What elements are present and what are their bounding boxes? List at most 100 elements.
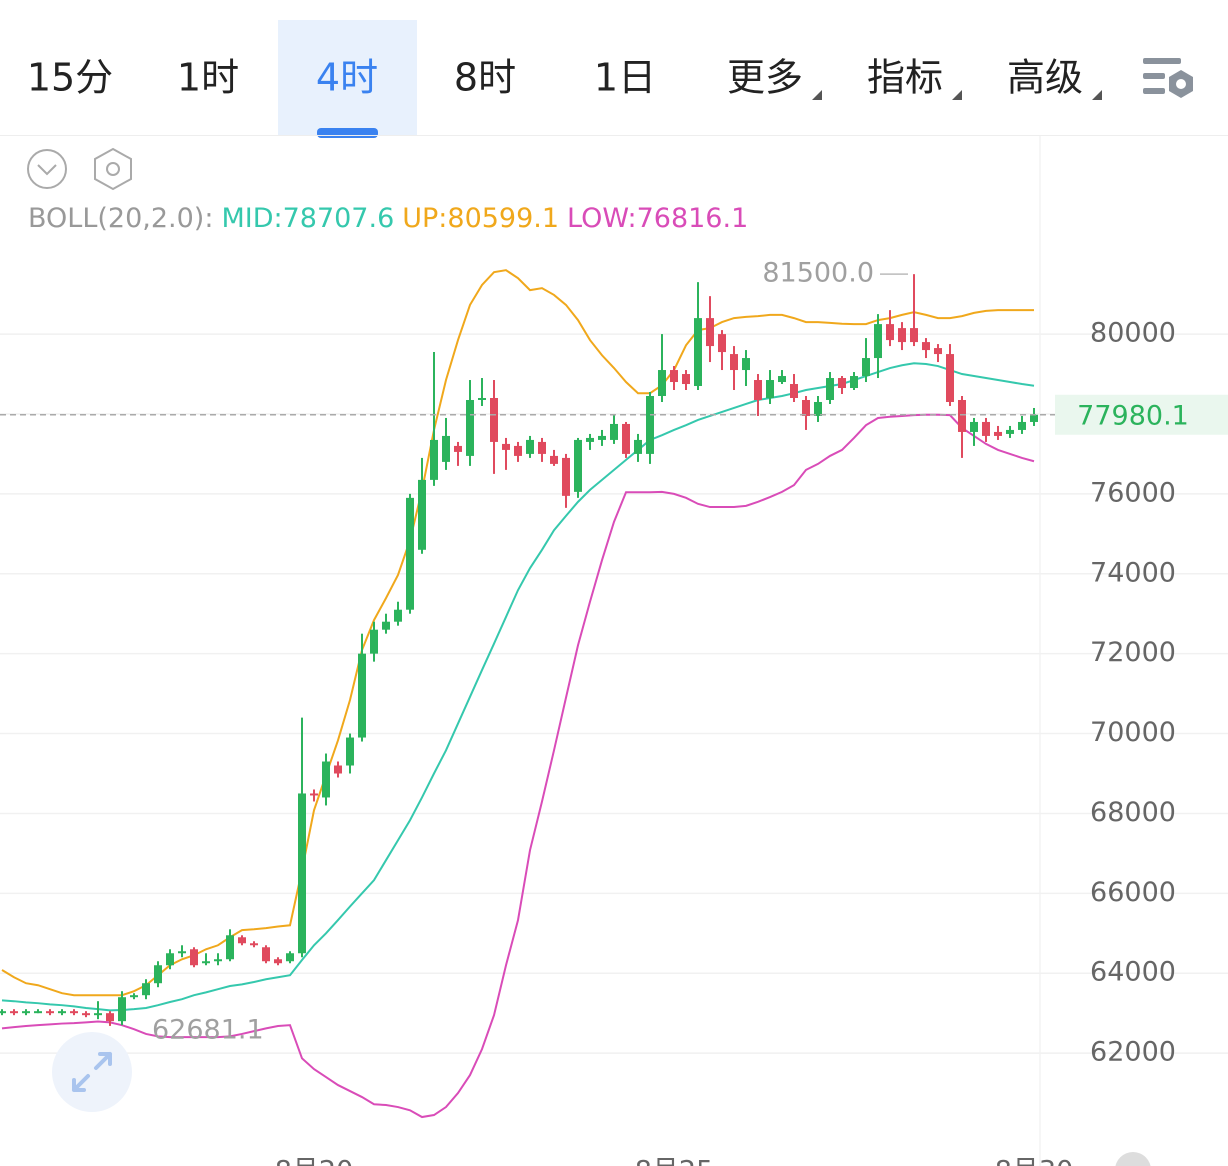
tab[interactable]: 8时 — [454, 56, 516, 100]
legend-value: 80599.1 — [447, 203, 559, 234]
candle-body — [430, 439, 438, 480]
candle-body — [562, 457, 570, 496]
legend-value: 76816.1 — [637, 203, 749, 234]
indicator-settings-icon[interactable] — [94, 147, 132, 191]
candle-body — [826, 378, 834, 400]
candle-body — [982, 421, 990, 436]
candle-body — [94, 1013, 102, 1016]
candle-body — [46, 1011, 54, 1014]
candle-body — [334, 765, 342, 774]
settings-icon[interactable] — [1143, 58, 1193, 98]
candle-body — [886, 324, 894, 341]
boll-line — [1, 269, 1035, 997]
candle-body — [706, 318, 714, 347]
tab[interactable]: 4时 — [316, 56, 378, 100]
candle-body — [1030, 414, 1038, 422]
candle-body — [898, 328, 906, 343]
candle-body — [442, 435, 450, 462]
candle-body — [622, 423, 630, 454]
candle-body — [778, 376, 786, 383]
candle-body — [394, 609, 402, 622]
tab[interactable]: 15分 — [27, 56, 113, 100]
collapse-icon[interactable] — [27, 149, 67, 189]
candle-body — [310, 793, 318, 796]
legend-name: LOW: — [567, 203, 637, 234]
candle-body — [934, 348, 942, 355]
tab[interactable]: 1日 — [594, 56, 656, 100]
candle-body — [154, 965, 162, 984]
candle-body — [466, 399, 474, 456]
active-tab-bg — [278, 20, 417, 135]
candle-body — [262, 947, 270, 962]
y-tick-label: 72000 — [1090, 637, 1176, 668]
candle-body — [514, 445, 522, 456]
candle-body — [454, 445, 462, 452]
candle-body — [34, 1011, 42, 1014]
candle-body — [586, 437, 594, 442]
candle-body — [574, 439, 582, 492]
tab[interactable]: 指标 — [867, 56, 943, 100]
candle-body — [322, 761, 330, 798]
candle-body — [190, 949, 198, 966]
candle-body — [862, 358, 870, 377]
indicator-legend: BOLL(20,2.0): MID:78707.6 UP:80599.1 LOW:76… — [28, 203, 748, 234]
candle-body — [802, 399, 810, 416]
grid — [0, 333, 1228, 1054]
y-tick-label: 68000 — [1090, 797, 1176, 828]
legend-name: MID: — [221, 203, 282, 234]
expand-button[interactable] — [52, 1032, 132, 1112]
x-tick-label: 8月20 — [275, 1156, 354, 1166]
tab[interactable]: 更多 — [727, 56, 803, 100]
candle-body — [286, 953, 294, 962]
candle-body — [106, 1013, 114, 1022]
candle-body — [1018, 421, 1026, 430]
y-tick-label: 62000 — [1090, 1037, 1176, 1068]
candle-body — [610, 423, 618, 440]
tab-bar: 15分 1时 4时 8时 1日 更多 指标 高级 — [27, 56, 1102, 100]
candle-body — [490, 397, 498, 442]
y-tick-label: 64000 — [1090, 957, 1176, 988]
candle-body — [646, 395, 654, 454]
candle-body — [0, 1011, 6, 1014]
candle-body — [22, 1011, 30, 1014]
candle-body — [358, 653, 366, 738]
candle-body — [226, 935, 234, 960]
candle-body — [478, 397, 486, 400]
dropdown-caret — [1092, 90, 1102, 100]
candle-body — [874, 324, 882, 359]
candle-body — [70, 1011, 78, 1014]
candle-body — [202, 961, 210, 964]
candle-body — [694, 318, 702, 387]
candle-body — [922, 342, 930, 351]
y-tick-label: 70000 — [1090, 717, 1176, 748]
current-price-tag — [1055, 394, 1228, 435]
candle-body — [814, 401, 822, 416]
candle-body — [418, 479, 426, 550]
candle-body — [766, 380, 774, 398]
candle-body — [910, 328, 918, 343]
candle-body — [850, 376, 858, 389]
candle-body — [406, 497, 414, 610]
candle-body — [58, 1011, 66, 1014]
candle-body — [838, 378, 846, 389]
candle-body — [250, 943, 258, 946]
low-label: 62681.1 — [152, 1014, 264, 1045]
candle-body — [214, 959, 222, 962]
scroll-button[interactable] — [1115, 1152, 1151, 1166]
candle-body — [502, 443, 510, 450]
candle-body — [742, 358, 750, 371]
candle-body — [178, 951, 186, 954]
candle-body — [346, 737, 354, 766]
candle-body — [382, 621, 390, 630]
indicator-name: BOLL(20,2.0): — [28, 203, 213, 234]
candle-body — [994, 431, 1002, 436]
candle-body — [130, 995, 138, 998]
boll-line — [1, 413, 1035, 1119]
candle-body — [238, 937, 246, 944]
dropdown-caret — [812, 90, 822, 100]
candle-body — [550, 455, 558, 464]
tab[interactable]: 高级 — [1007, 56, 1083, 100]
candle-body — [118, 997, 126, 1022]
tab[interactable]: 1时 — [177, 56, 239, 100]
